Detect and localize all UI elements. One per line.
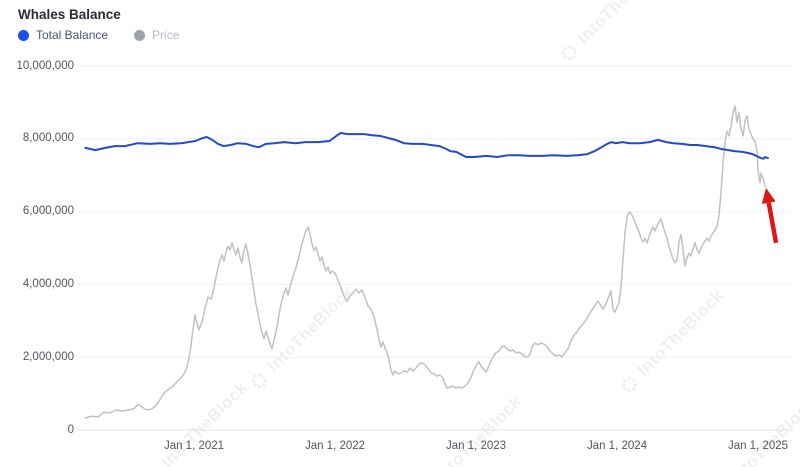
price-line bbox=[84, 105, 766, 419]
legend-label-total-balance: Total Balance bbox=[36, 28, 109, 42]
legend: Total Balance Price bbox=[18, 28, 179, 42]
total-balance-dot-icon bbox=[18, 29, 29, 41]
drop-arrow-head bbox=[761, 187, 776, 204]
page-title: Whales Balance bbox=[18, 7, 121, 22]
total-balance-line bbox=[84, 132, 769, 160]
legend-item-total-balance[interactable]: Total Balance bbox=[18, 28, 108, 42]
legend-item-price[interactable]: Price bbox=[134, 28, 179, 42]
price-dot-icon bbox=[134, 29, 146, 41]
legend-label-price: Price bbox=[152, 28, 180, 42]
drop-arrow-shaft bbox=[766, 202, 779, 244]
